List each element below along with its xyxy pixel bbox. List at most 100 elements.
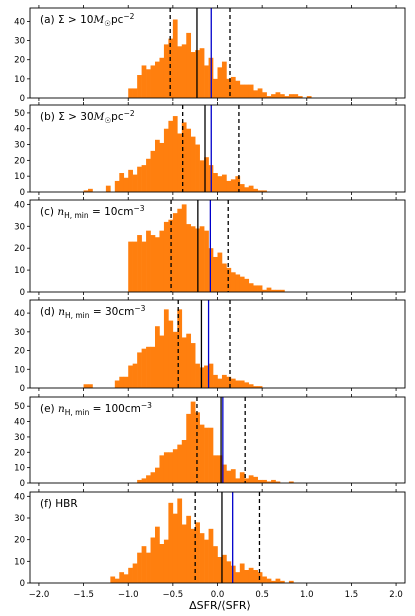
histogram-bar	[105, 185, 111, 192]
histogram-bar	[141, 546, 147, 583]
y-tick-label: 20	[14, 56, 25, 66]
histogram-bar	[163, 309, 169, 388]
histogram-bar	[172, 513, 178, 583]
histogram-bar	[280, 289, 285, 292]
histogram-bar	[159, 335, 165, 388]
histogram-bar	[235, 478, 241, 483]
y-tick-label: 20	[14, 244, 25, 254]
histogram-bar	[266, 287, 272, 292]
histogram-bar	[181, 524, 187, 583]
histogram-bar	[132, 363, 138, 388]
histogram-bar	[262, 479, 267, 483]
y-tick-label: 10	[14, 172, 25, 182]
histogram-bar	[150, 537, 156, 583]
y-tick-label: 40	[14, 492, 25, 502]
histogram-bar	[253, 285, 258, 292]
histogram-bar	[186, 224, 192, 292]
histogram-bar	[257, 88, 263, 98]
histogram-bar	[275, 481, 281, 483]
histogram-bar	[239, 276, 245, 292]
histogram-bar	[221, 263, 227, 292]
y-tick-label: 0	[20, 579, 25, 589]
y-tick-label: 30	[14, 328, 25, 338]
histogram-bar	[186, 413, 192, 483]
panel-b: 0 10 20 30 40 50 (b) Σ > 30M☉pc−2	[14, 102, 406, 198]
histogram-bar	[190, 528, 196, 583]
histogram-bar	[230, 76, 236, 98]
histogram-bar	[244, 84, 250, 98]
histogram-bar	[155, 467, 160, 483]
histogram-bar	[141, 348, 147, 388]
histogram-bar	[217, 252, 223, 292]
histogram-bar	[239, 184, 245, 192]
histogram-bar	[132, 88, 138, 98]
histogram-bar	[275, 289, 281, 292]
histogram-bar	[297, 96, 303, 98]
histogram-bar	[266, 481, 272, 483]
histogram-bar	[275, 578, 281, 583]
histogram-bar	[186, 32, 192, 98]
histogram-bar	[204, 539, 209, 583]
histogram-bar	[244, 570, 250, 583]
histogram-bar	[159, 544, 165, 583]
histogram-bar	[199, 424, 205, 483]
histogram-bar	[230, 272, 236, 292]
histogram-bar	[128, 365, 133, 388]
histogram-bar	[186, 128, 192, 192]
histogram-bar	[168, 502, 174, 583]
y-tick-label: 20	[14, 448, 25, 458]
histogram-bar	[177, 46, 183, 98]
panel-label: (e) nH, min = 100cm−3	[40, 401, 152, 417]
histogram-bar	[262, 190, 267, 192]
histogram-bar	[195, 363, 200, 388]
histogram-bar	[163, 128, 169, 192]
y-tick-label: 40	[14, 200, 25, 210]
histogram-bar	[257, 190, 263, 192]
histogram-bar	[132, 241, 138, 292]
histogram-bar	[221, 174, 227, 192]
histogram-bar	[155, 526, 160, 583]
histogram-bar	[230, 378, 236, 388]
histogram-bar	[137, 552, 142, 583]
panel-label: (a) Σ > 10M☉pc−2	[40, 12, 135, 28]
histogram-bar	[155, 139, 160, 192]
y-tick-label: 50	[14, 402, 25, 412]
panel-d: 0 10 20 30 40 (d) nH, min = 30cm−3	[14, 297, 406, 394]
histogram-bar	[181, 44, 187, 98]
histogram-bar	[271, 289, 276, 292]
histogram-bar	[199, 533, 205, 583]
histogram-bar	[128, 169, 133, 192]
histogram-bar	[217, 176, 223, 192]
histogram-bar	[150, 346, 156, 388]
histogram-bar	[141, 65, 147, 98]
histogram-bar	[150, 150, 156, 192]
histogram-bar	[239, 84, 245, 98]
histogram-bar	[244, 278, 250, 292]
x-tick-label: −2.0	[29, 590, 50, 600]
histogram-bar	[280, 94, 285, 98]
histogram-bar	[123, 574, 129, 583]
histogram-bar	[123, 177, 129, 192]
histogram-bar	[163, 539, 169, 583]
histogram-bar	[235, 380, 241, 388]
histogram-bar	[119, 572, 125, 583]
x-tick-label: 1.0	[300, 590, 314, 600]
histogram-bar	[155, 326, 160, 388]
y-tick-label: 0	[20, 384, 25, 394]
histogram-bar	[248, 567, 254, 583]
histogram-bar	[132, 563, 138, 583]
histogram-bar	[248, 185, 254, 192]
histogram-bar	[248, 84, 254, 98]
y-tick-label: 0	[20, 188, 25, 198]
histogram-bar	[204, 427, 209, 483]
histogram-bar	[221, 464, 227, 483]
y-tick-label: 20	[14, 156, 25, 166]
histogram-bar	[83, 384, 89, 388]
histogram-bar	[221, 61, 227, 98]
histogram-bar	[190, 343, 196, 388]
histogram-bar	[306, 96, 312, 98]
histogram-bar	[199, 160, 205, 192]
histogram-bar	[271, 94, 276, 98]
y-tick-label: 30	[14, 141, 25, 151]
histogram-bar	[132, 174, 138, 192]
